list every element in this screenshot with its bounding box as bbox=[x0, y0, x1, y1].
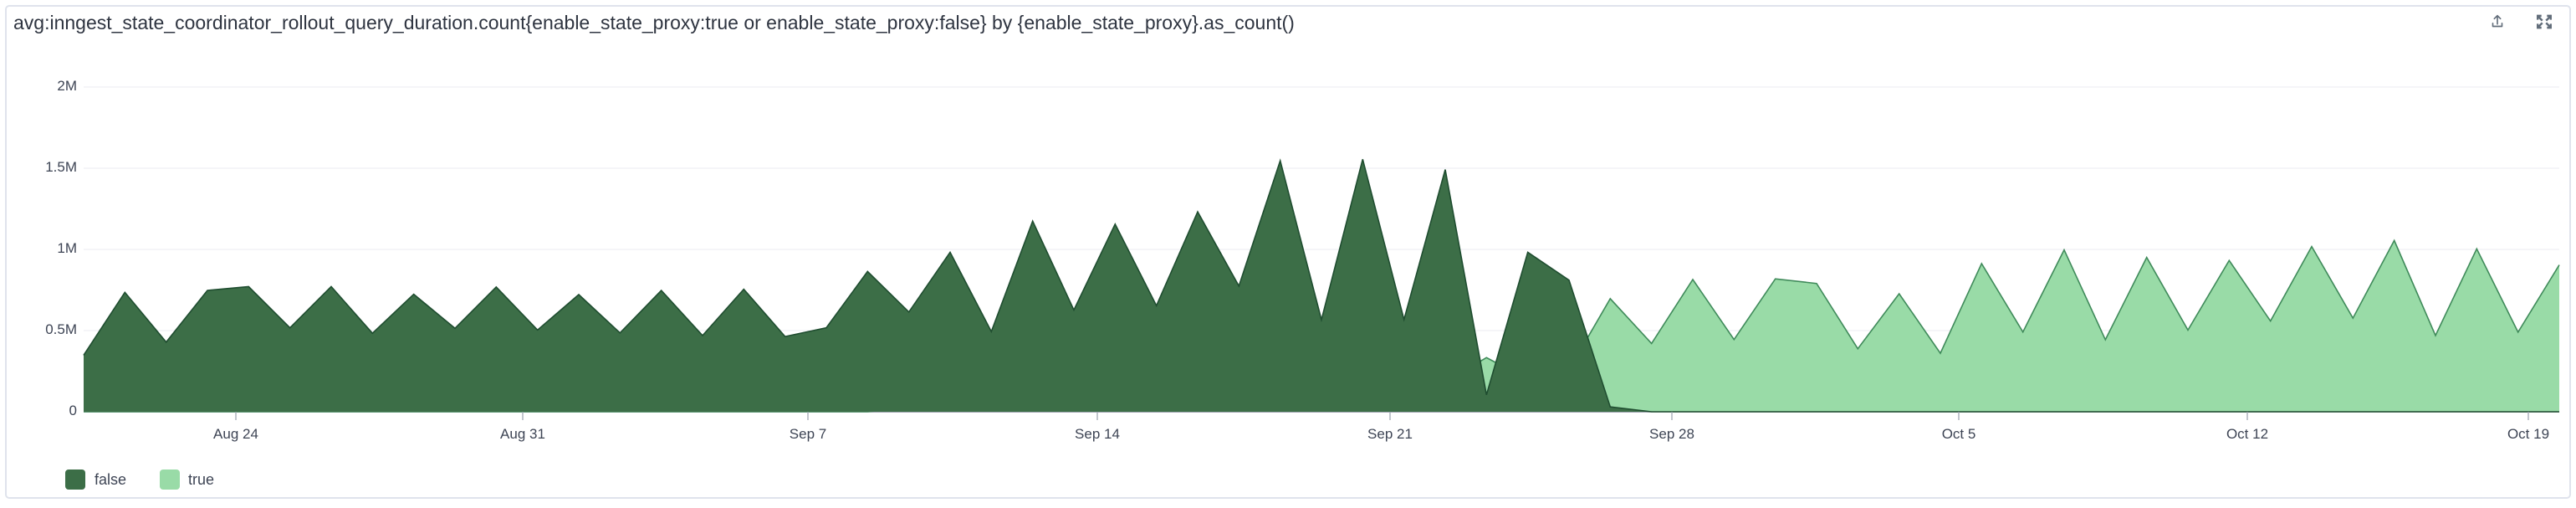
svg-text:0: 0 bbox=[69, 403, 77, 418]
svg-text:1M: 1M bbox=[57, 240, 77, 256]
svg-text:Oct 12: Oct 12 bbox=[2226, 426, 2268, 442]
svg-text:2M: 2M bbox=[57, 78, 77, 94]
svg-text:Sep 7: Sep 7 bbox=[790, 426, 826, 442]
svg-text:false: false bbox=[95, 471, 126, 488]
svg-text:Oct 5: Oct 5 bbox=[1942, 426, 1976, 442]
svg-text:true: true bbox=[188, 471, 214, 488]
svg-text:1.5M: 1.5M bbox=[45, 159, 77, 175]
svg-text:0.5M: 0.5M bbox=[45, 321, 77, 337]
svg-text:Oct 19: Oct 19 bbox=[2507, 426, 2549, 442]
svg-text:Aug 24: Aug 24 bbox=[213, 426, 258, 442]
svg-text:Sep 28: Sep 28 bbox=[1649, 426, 1694, 442]
svg-text:Aug 31: Aug 31 bbox=[500, 426, 545, 442]
svg-text:Sep 14: Sep 14 bbox=[1075, 426, 1120, 442]
svg-text:Sep 21: Sep 21 bbox=[1367, 426, 1413, 442]
